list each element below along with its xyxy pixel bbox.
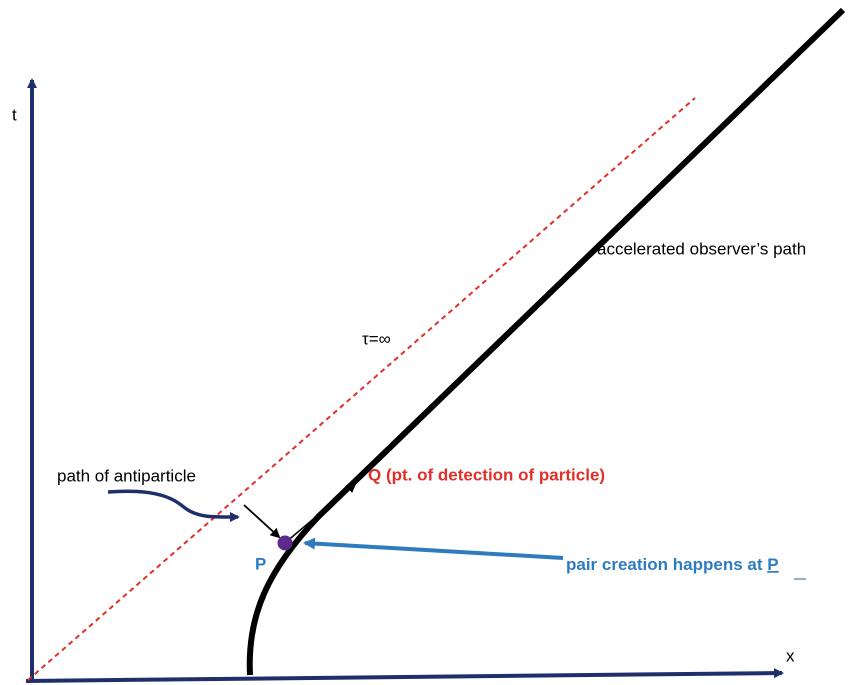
horizon-line — [27, 97, 696, 681]
pair-creation-point: P — [767, 555, 778, 574]
particle-arrow — [285, 482, 357, 543]
t-axis-label: t — [12, 105, 17, 124]
point-p — [277, 535, 293, 551]
antiparticle-arrow — [107, 489, 240, 523]
antiparticle-label: path of antiparticle — [57, 466, 196, 485]
observer-worldline — [246, 7, 846, 676]
observer-path-label: accelerated observer’s path — [597, 239, 806, 258]
x-axis-label: x — [786, 646, 795, 665]
pair-creation-text: pair creation happens at — [566, 555, 763, 574]
pair-creation-arrow — [303, 537, 564, 560]
pointer-arrow — [243, 504, 281, 539]
pair-creation-label: pair creation happens at P — [566, 555, 779, 574]
q-label: Q (pt. of detection of particle) — [368, 465, 605, 484]
p-label: P — [255, 554, 266, 573]
x-axis — [25, 668, 784, 683]
tau-label: τ=∞ — [362, 329, 391, 348]
